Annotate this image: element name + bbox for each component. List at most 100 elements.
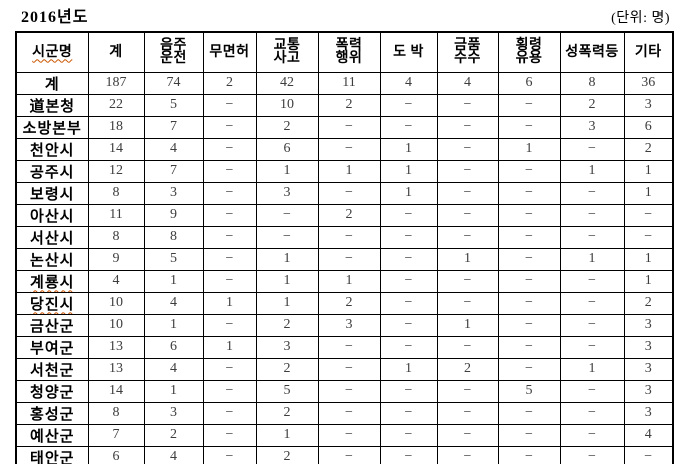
cell-r11-c7: − <box>497 313 561 337</box>
row-name-2: 소방본부 <box>15 115 89 139</box>
cell-r17-c0: 6 <box>87 445 145 464</box>
cell-r9-c1: 1 <box>143 269 204 293</box>
row-name-12: 부여군 <box>15 335 89 359</box>
cell-r7-c8: − <box>559 225 625 249</box>
cell-r3-c5: 1 <box>379 137 438 161</box>
cell-r5-c5: 1 <box>379 181 438 205</box>
cell-r15-c5: − <box>379 401 438 425</box>
cell-r1-c7: − <box>497 93 561 117</box>
cell-r13-c5: 1 <box>379 357 438 381</box>
cell-r6-c9: − <box>623 203 674 227</box>
cell-r16-c3: 1 <box>255 423 319 447</box>
cell-r12-c0: 13 <box>87 335 145 359</box>
cell-r7-c5: − <box>379 225 438 249</box>
row-name-8: 논산시 <box>15 247 89 271</box>
cell-r5-c6: − <box>436 181 499 205</box>
cell-r4-c3: 1 <box>255 159 319 183</box>
cell-r7-c4: − <box>317 225 381 249</box>
cell-r16-c5: − <box>379 423 438 447</box>
cell-r15-c9: 3 <box>623 401 674 425</box>
cell-r1-c4: 2 <box>317 93 381 117</box>
cell-r12-c4: − <box>317 335 381 359</box>
cell-r14-c5: − <box>379 379 438 403</box>
cell-r0-c5: 4 <box>379 71 438 95</box>
cell-r13-c3: 2 <box>255 357 319 381</box>
cell-r0-c2: 2 <box>202 71 257 95</box>
header-row: 시군명 계 음주 운전 무면허 교통 사고 폭력 행위 도 박 금품 수수 횡령… <box>15 31 674 73</box>
crime-stats-table: 시군명 계 음주 운전 무면허 교통 사고 폭력 행위 도 박 금품 수수 횡령… <box>15 31 674 464</box>
cell-r5-c9: 1 <box>623 181 674 205</box>
cell-r5-c3: 3 <box>255 181 319 205</box>
table-row: 소방본부 18 7−2− − − −3 6 <box>15 115 674 139</box>
cell-r6-c2: − <box>202 203 257 227</box>
cell-r3-c2: − <box>202 137 257 161</box>
cell-r3-c9: 2 <box>623 137 674 161</box>
cell-r10-c1: 4 <box>143 291 204 315</box>
cell-r1-c1: 5 <box>143 93 204 117</box>
row-name-5: 보령시 <box>15 181 89 205</box>
cell-r10-c3: 1 <box>255 291 319 315</box>
cell-r13-c9: 3 <box>623 357 674 381</box>
cell-r1-c8: 2 <box>559 93 625 117</box>
cell-r11-c4: 3 <box>317 313 381 337</box>
cell-r1-c0: 22 <box>87 93 145 117</box>
cell-r9-c2: − <box>202 269 257 293</box>
column-header-violence: 폭력 행위 <box>317 31 381 73</box>
cell-r2-c3: 2 <box>255 115 319 139</box>
row-name-15: 홍성군 <box>15 401 89 425</box>
cell-r14-c6: − <box>436 379 499 403</box>
row-name-3: 천안시 <box>15 137 89 161</box>
unit-label: (단위: 명) <box>611 11 670 26</box>
cell-r4-c1: 7 <box>143 159 204 183</box>
cell-r8-c9: 1 <box>623 247 674 271</box>
cell-r4-c5: 1 <box>379 159 438 183</box>
cell-r14-c8: − <box>559 379 625 403</box>
cell-r11-c0: 10 <box>87 313 145 337</box>
cell-r4-c4: 1 <box>317 159 381 183</box>
cell-r12-c9: 3 <box>623 335 674 359</box>
cell-r4-c9: 1 <box>623 159 674 183</box>
cell-r3-c3: 6 <box>255 137 319 161</box>
cell-r0-c1: 74 <box>143 71 204 95</box>
cell-r14-c1: 1 <box>143 379 204 403</box>
cell-r11-c5: − <box>379 313 438 337</box>
cell-r2-c7: − <box>497 115 561 139</box>
table-row: 계룡시 4 1−1 1− − − −1 <box>15 269 674 293</box>
cell-r16-c4: − <box>317 423 381 447</box>
cell-r15-c2: − <box>202 401 257 425</box>
cell-r6-c4: 2 <box>317 203 381 227</box>
cell-r12-c2: 1 <box>202 335 257 359</box>
cell-r1-c9: 3 <box>623 93 674 117</box>
cell-r3-c8: − <box>559 137 625 161</box>
cell-r3-c4: − <box>317 137 381 161</box>
cell-r10-c4: 2 <box>317 291 381 315</box>
column-header-bribery: 금품 수수 <box>436 31 499 73</box>
cell-r15-c0: 8 <box>87 401 145 425</box>
cell-r1-c2: − <box>202 93 257 117</box>
cell-r3-c1: 4 <box>143 137 204 161</box>
cell-r2-c9: 6 <box>623 115 674 139</box>
cell-r6-c7: − <box>497 203 561 227</box>
cell-r17-c6: − <box>436 445 499 464</box>
cell-r5-c4: − <box>317 181 381 205</box>
cell-r2-c8: 3 <box>559 115 625 139</box>
cell-r7-c6: − <box>436 225 499 249</box>
cell-r17-c4: − <box>317 445 381 464</box>
cell-r8-c8: 1 <box>559 247 625 271</box>
cell-r5-c7: − <box>497 181 561 205</box>
cell-r13-c4: − <box>317 357 381 381</box>
cell-r9-c9: 1 <box>623 269 674 293</box>
cell-r16-c1: 2 <box>143 423 204 447</box>
column-header-embezzlement: 횡령 유용 <box>497 31 561 73</box>
column-header-gambling: 도 박 <box>379 31 438 73</box>
cell-r17-c9: − <box>623 445 674 464</box>
cell-r12-c3: 3 <box>255 335 319 359</box>
cell-r9-c3: 1 <box>255 269 319 293</box>
cell-r7-c3: − <box>255 225 319 249</box>
row-name-17: 태안군 <box>15 445 89 464</box>
table-row: 서천군 13 4−2−1 2−1 3 <box>15 357 674 381</box>
cell-r13-c1: 4 <box>143 357 204 381</box>
cell-r3-c0: 14 <box>87 137 145 161</box>
cell-r2-c4: − <box>317 115 381 139</box>
